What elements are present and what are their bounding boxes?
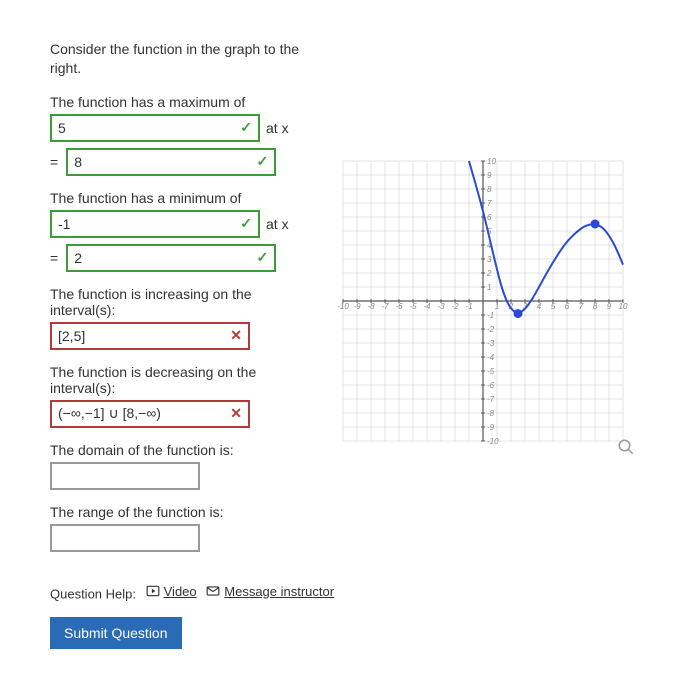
- prompt-text: Consider the function in the graph to th…: [50, 40, 313, 78]
- dec-label: The function is decreasing on the interv…: [50, 364, 313, 396]
- svg-text:10: 10: [619, 302, 628, 311]
- svg-text:3: 3: [487, 255, 492, 264]
- max-value: 5: [58, 120, 240, 136]
- video-text: Video: [164, 584, 197, 599]
- svg-text:-2: -2: [487, 325, 495, 334]
- svg-text:8: 8: [487, 185, 492, 194]
- svg-text:1: 1: [495, 302, 499, 311]
- svg-text:6: 6: [487, 213, 492, 222]
- min-value-input[interactable]: -1 ✓: [50, 210, 260, 238]
- cross-icon: ✕: [230, 405, 242, 422]
- svg-text:7: 7: [579, 302, 584, 311]
- domain-label: The domain of the function is:: [50, 442, 313, 458]
- cross-icon: ✕: [230, 327, 242, 344]
- svg-text:8: 8: [593, 302, 598, 311]
- min-x: 2: [74, 250, 256, 266]
- svg-text:2: 2: [486, 269, 492, 278]
- svg-text:4: 4: [537, 302, 542, 311]
- svg-text:-4: -4: [423, 302, 431, 311]
- function-graph: -10-9-8-7-6-5-4-3-2-11234567891012345678…: [333, 151, 633, 451]
- svg-text:-5: -5: [487, 367, 495, 376]
- svg-text:-6: -6: [395, 302, 403, 311]
- max-x-input[interactable]: 8 ✓: [66, 148, 276, 176]
- equals-sign: =: [50, 250, 58, 266]
- svg-text:6: 6: [565, 302, 570, 311]
- message-text: Message instructor: [224, 584, 334, 599]
- zoom-icon[interactable]: [617, 438, 635, 456]
- dec-input[interactable]: (−∞,−1] ∪ [8,−∞) ✕: [50, 400, 250, 428]
- svg-text:9: 9: [607, 302, 612, 311]
- min-x-input[interactable]: 2 ✓: [66, 244, 276, 272]
- max-x: 8: [74, 154, 256, 170]
- svg-text:-8: -8: [487, 409, 495, 418]
- domain-input[interactable]: [50, 462, 200, 490]
- inc-input[interactable]: [2,5] ✕: [50, 322, 250, 350]
- range-label: The range of the function is:: [50, 504, 313, 520]
- svg-text:-2: -2: [451, 302, 459, 311]
- dec-value: (−∞,−1] ∪ [8,−∞): [58, 405, 230, 422]
- max-at-text: at x: [266, 120, 289, 136]
- inc-label: The function is increasing on the interv…: [50, 286, 313, 318]
- equals-sign: =: [50, 154, 58, 170]
- svg-text:-7: -7: [381, 302, 389, 311]
- svg-text:-1: -1: [465, 302, 472, 311]
- max-value-input[interactable]: 5 ✓: [50, 114, 260, 142]
- check-icon: ✓: [256, 153, 268, 170]
- svg-text:9: 9: [487, 171, 492, 180]
- svg-text:-9: -9: [487, 423, 495, 432]
- check-icon: ✓: [240, 119, 252, 136]
- svg-text:7: 7: [487, 199, 492, 208]
- range-input[interactable]: [50, 524, 200, 552]
- svg-text:-10: -10: [337, 302, 349, 311]
- inc-value: [2,5]: [58, 328, 230, 344]
- svg-text:-8: -8: [367, 302, 375, 311]
- mail-icon: [206, 584, 220, 598]
- svg-text:-5: -5: [409, 302, 417, 311]
- svg-text:1: 1: [487, 283, 491, 292]
- svg-text:-1: -1: [487, 311, 494, 320]
- graph-panel: -10-9-8-7-6-5-4-3-2-11234567891012345678…: [333, 151, 633, 454]
- svg-text:5: 5: [551, 302, 556, 311]
- check-icon: ✓: [256, 249, 268, 266]
- svg-text:-3: -3: [437, 302, 445, 311]
- svg-text:-6: -6: [487, 381, 495, 390]
- svg-text:-3: -3: [487, 339, 495, 348]
- svg-text:-4: -4: [487, 353, 495, 362]
- min-value: -1: [58, 216, 240, 232]
- svg-text:-9: -9: [353, 302, 361, 311]
- help-label: Question Help:: [50, 586, 136, 601]
- min-label: The function has a minimum of: [50, 190, 313, 206]
- svg-text:10: 10: [487, 157, 496, 166]
- svg-text:-7: -7: [487, 395, 495, 404]
- check-icon: ✓: [240, 215, 252, 232]
- video-icon: [146, 584, 160, 598]
- min-at-text: at x: [266, 216, 289, 232]
- submit-button[interactable]: Submit Question: [50, 617, 182, 649]
- message-link[interactable]: Message instructor: [206, 584, 334, 599]
- svg-text:-10: -10: [487, 437, 499, 446]
- video-link[interactable]: Video: [146, 584, 197, 599]
- max-label: The function has a maximum of: [50, 94, 313, 110]
